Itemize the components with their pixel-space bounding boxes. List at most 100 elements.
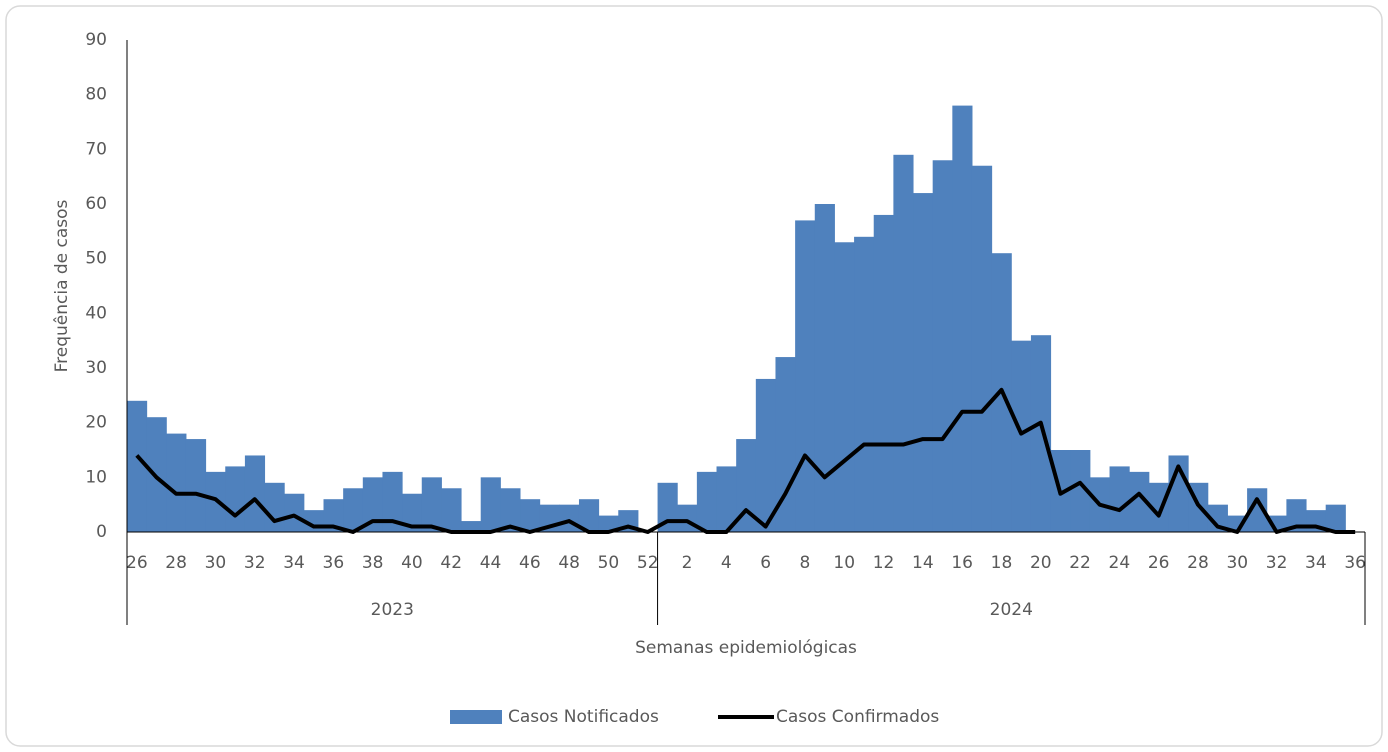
group-label: 2023 — [371, 600, 414, 620]
bar — [598, 515, 619, 532]
bar — [834, 242, 855, 532]
bar — [225, 466, 246, 532]
group-label: 2024 — [990, 600, 1033, 620]
x-tick-label: 48 — [558, 553, 580, 573]
y-tick-label: 10 — [85, 467, 107, 487]
x-tick-label: 26 — [1148, 553, 1170, 573]
bar — [244, 455, 266, 532]
bar — [480, 477, 501, 532]
x-tick-label: 8 — [800, 553, 811, 573]
bar — [913, 193, 934, 533]
bar — [952, 105, 973, 532]
bar — [1129, 471, 1150, 532]
y-axis-title: Frequência de casos — [52, 199, 72, 372]
y-tick-label: 40 — [85, 303, 107, 323]
x-tick-label: 22 — [1069, 553, 1091, 573]
x-tick-label: 46 — [519, 553, 541, 573]
bar — [696, 471, 718, 532]
bar — [343, 488, 364, 532]
bar — [146, 417, 167, 532]
x-tick-label: 2 — [682, 553, 693, 573]
line — [135, 387, 1356, 534]
legend-swatch — [450, 710, 502, 724]
x-tick-label: 30 — [205, 553, 227, 573]
x-axis-title: Semanas epidemiológicas — [635, 638, 857, 658]
x-tick-label: 24 — [1109, 553, 1131, 573]
bar — [362, 477, 383, 532]
bar — [795, 220, 816, 532]
bar — [461, 521, 482, 532]
bar — [1148, 482, 1169, 532]
x-tick-label: 32 — [244, 553, 266, 573]
bar — [854, 236, 875, 533]
bar — [1109, 466, 1130, 532]
x-tick-label: 32 — [1266, 553, 1288, 573]
y-tick-label: 30 — [85, 358, 107, 378]
bar — [775, 357, 796, 532]
y-tick-label: 70 — [85, 139, 107, 159]
bar — [1011, 340, 1032, 532]
x-tick-label: 10 — [833, 553, 855, 573]
bar — [873, 214, 894, 532]
x-tick-label: 38 — [362, 553, 384, 573]
bar — [520, 499, 541, 532]
bar — [1325, 504, 1346, 532]
card — [5, 5, 1383, 747]
legend-label: Casos Notificados — [508, 707, 659, 727]
x-tick-label: 28 — [165, 553, 187, 573]
y-tick-label: 60 — [85, 194, 107, 214]
bar — [1286, 499, 1307, 532]
y-tick-label: 0 — [96, 522, 107, 542]
bar — [185, 439, 207, 532]
x-tick-label: 6 — [760, 553, 771, 573]
bar — [578, 499, 600, 532]
y-tick-label: 80 — [85, 85, 107, 105]
x-tick-label: 42 — [440, 553, 462, 573]
bar — [814, 204, 835, 532]
x-tick-label: 26 — [126, 553, 148, 573]
legend-label: Casos Confirmados — [776, 707, 939, 727]
x-tick-label: 34 — [283, 553, 305, 573]
bar — [402, 493, 423, 532]
bar — [500, 488, 521, 532]
x-tick-label: 12 — [873, 553, 895, 573]
y-tick-label: 50 — [85, 249, 107, 269]
bar — [166, 433, 187, 532]
x-tick-label: 44 — [480, 553, 502, 573]
bar — [932, 160, 953, 532]
x-tick-label: 36 — [323, 553, 345, 573]
x-tick-label: 40 — [401, 553, 423, 573]
x-tick-label: 52 — [637, 553, 659, 573]
bar — [323, 499, 344, 532]
bar — [1030, 335, 1052, 532]
bar — [971, 165, 993, 532]
x-tick-label: 50 — [598, 553, 620, 573]
bar — [893, 154, 914, 533]
bar — [736, 439, 757, 532]
x-tick-label: 30 — [1226, 553, 1248, 573]
bar — [127, 400, 148, 532]
bar — [382, 471, 403, 532]
x-tick-label: 14 — [912, 553, 934, 573]
bar — [421, 477, 442, 532]
x-tick-label: 36 — [1344, 553, 1366, 573]
bar — [677, 504, 698, 532]
x-tick-label: 34 — [1305, 553, 1327, 573]
x-tick-label: 18 — [991, 553, 1013, 573]
bar — [264, 482, 285, 532]
x-tick-label: 4 — [721, 553, 732, 573]
bar — [755, 378, 776, 532]
bar — [1247, 488, 1268, 532]
bar — [441, 488, 462, 532]
bar — [1070, 450, 1091, 532]
y-tick-label: 20 — [85, 413, 107, 433]
x-tick-label: 20 — [1030, 553, 1052, 573]
bar — [1207, 504, 1228, 532]
bar — [716, 466, 737, 532]
y-tick-label: 90 — [85, 30, 107, 50]
bar — [559, 504, 580, 532]
x-tick-label: 28 — [1187, 553, 1209, 573]
x-tick-label: 16 — [951, 553, 973, 573]
bar — [284, 493, 305, 532]
